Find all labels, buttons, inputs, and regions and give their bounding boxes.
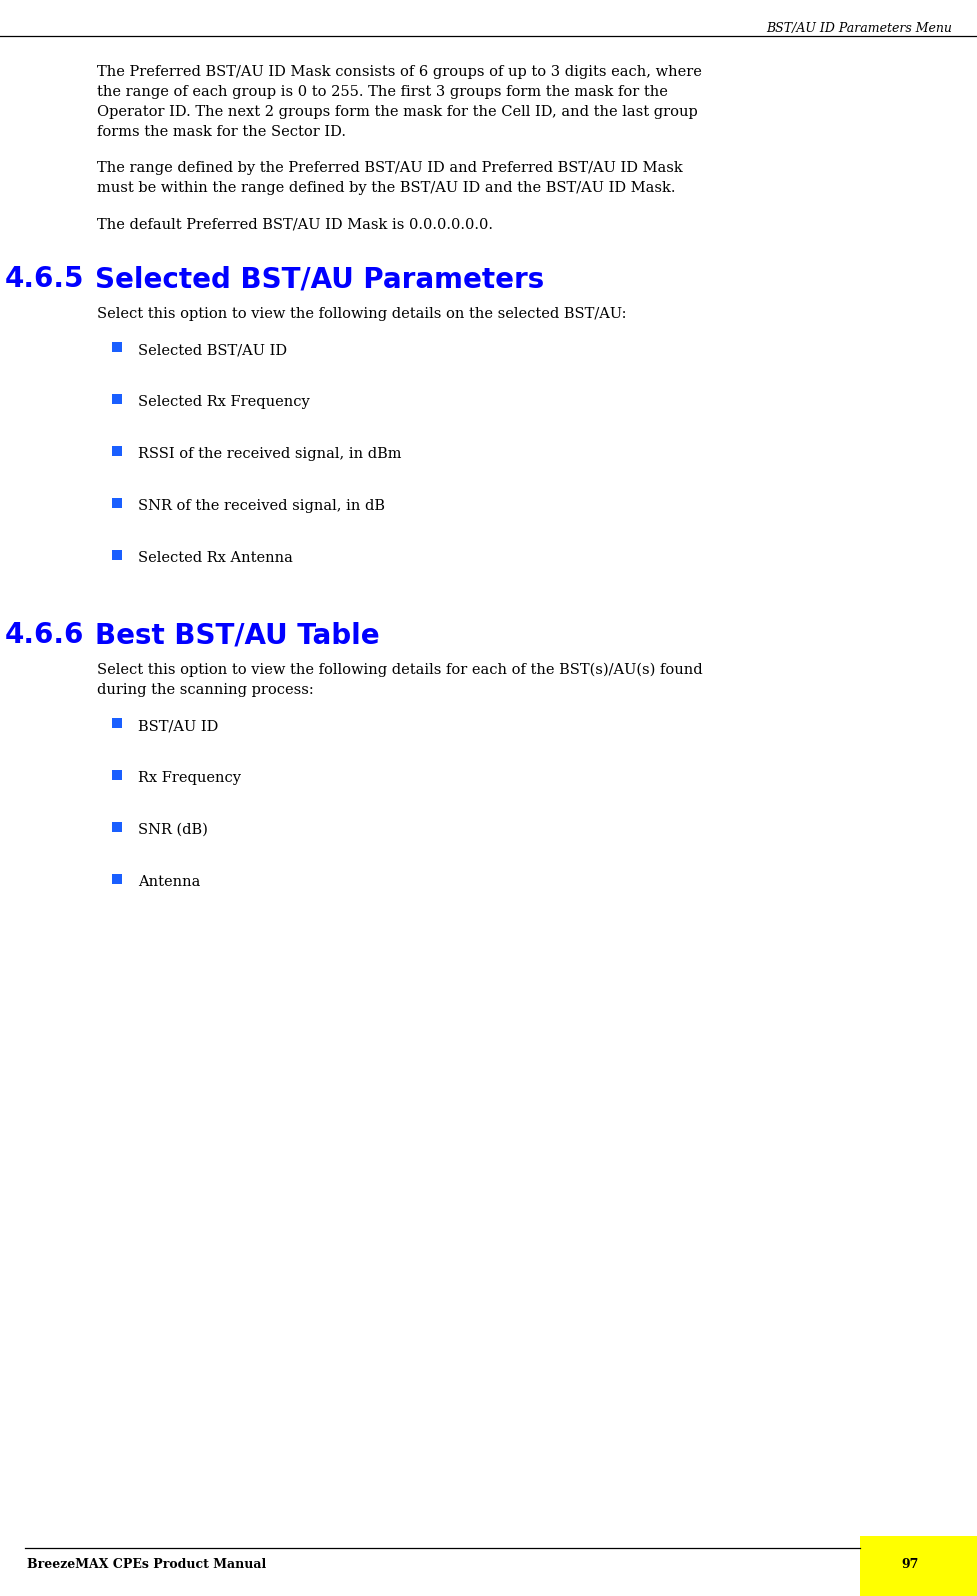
Text: Best BST/AU Table: Best BST/AU Table <box>95 621 380 650</box>
Bar <box>112 551 122 560</box>
Text: RSSI of the received signal, in dBm: RSSI of the received signal, in dBm <box>138 447 402 461</box>
Bar <box>112 394 122 404</box>
Text: Operator ID. The next 2 groups form the mask for the Cell ID, and the last group: Operator ID. The next 2 groups form the … <box>97 105 698 120</box>
Bar <box>112 875 122 884</box>
Text: SNR (dB): SNR (dB) <box>138 824 208 836</box>
Text: Selected BST/AU ID: Selected BST/AU ID <box>138 343 287 358</box>
Text: Selected Rx Frequency: Selected Rx Frequency <box>138 394 310 409</box>
Text: The default Preferred BST/AU ID Mask is 0.0.0.0.0.0.: The default Preferred BST/AU ID Mask is … <box>97 217 493 231</box>
Bar <box>112 718 122 728</box>
Bar <box>112 822 122 832</box>
Text: SNR of the received signal, in dB: SNR of the received signal, in dB <box>138 500 385 512</box>
Bar <box>860 1535 977 1596</box>
Text: forms the mask for the Sector ID.: forms the mask for the Sector ID. <box>97 124 346 139</box>
Text: 4.6.5: 4.6.5 <box>5 265 84 294</box>
Text: Select this option to view the following details on the selected BST/AU:: Select this option to view the following… <box>97 306 626 321</box>
Text: during the scanning process:: during the scanning process: <box>97 683 314 697</box>
Text: 97: 97 <box>902 1558 918 1570</box>
Text: BreezeMAX CPEs Product Manual: BreezeMAX CPEs Product Manual <box>27 1558 267 1570</box>
Bar <box>112 342 122 353</box>
Bar <box>112 769 122 780</box>
Text: The Preferred BST/AU ID Mask consists of 6 groups of up to 3 digits each, where: The Preferred BST/AU ID Mask consists of… <box>97 65 701 78</box>
Text: The range defined by the Preferred BST/AU ID and Preferred BST/AU ID Mask: The range defined by the Preferred BST/A… <box>97 161 683 176</box>
Text: BST/AU ID Parameters Menu: BST/AU ID Parameters Menu <box>766 22 952 35</box>
Bar <box>112 445 122 456</box>
Text: must be within the range defined by the BST/AU ID and the BST/AU ID Mask.: must be within the range defined by the … <box>97 180 675 195</box>
Text: Antenna: Antenna <box>138 875 200 889</box>
Text: Rx Frequency: Rx Frequency <box>138 771 241 785</box>
Text: Select this option to view the following details for each of the BST(s)/AU(s) fo: Select this option to view the following… <box>97 662 702 677</box>
Text: BST/AU ID: BST/AU ID <box>138 720 219 733</box>
Text: Selected Rx Antenna: Selected Rx Antenna <box>138 551 293 565</box>
Text: Selected BST/AU Parameters: Selected BST/AU Parameters <box>95 265 544 294</box>
Text: 4.6.6: 4.6.6 <box>5 621 84 650</box>
Bar <box>112 498 122 508</box>
Text: the range of each group is 0 to 255. The first 3 groups form the mask for the: the range of each group is 0 to 255. The… <box>97 85 668 99</box>
